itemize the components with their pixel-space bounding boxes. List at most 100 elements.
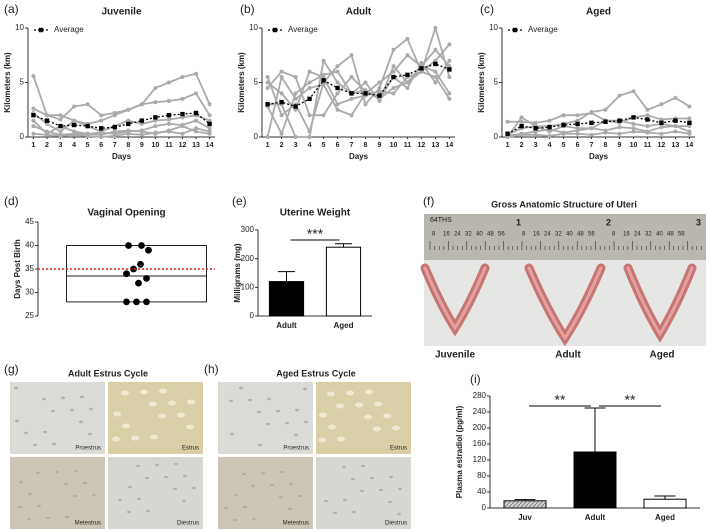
series-line xyxy=(33,92,211,125)
series-line xyxy=(32,112,210,133)
cell xyxy=(113,411,121,417)
cell xyxy=(92,493,96,497)
series-marker xyxy=(58,132,63,137)
y-tick-label: 5 xyxy=(494,78,499,87)
stage-label: Metestrus xyxy=(75,521,101,527)
cell xyxy=(80,395,84,399)
series-line xyxy=(507,130,690,138)
x-tick-label: Juv xyxy=(518,513,532,522)
series-marker xyxy=(153,100,158,105)
series-marker xyxy=(194,91,199,96)
photo-title: Gross Anatomic Structure of Uteri xyxy=(491,199,637,209)
x-tick-label: 14 xyxy=(686,142,694,149)
significance-label: ** xyxy=(625,392,636,408)
series-marker xyxy=(194,126,199,131)
cell xyxy=(64,482,68,486)
cell xyxy=(122,423,130,429)
ruler-inch: 3 xyxy=(696,217,701,227)
cell xyxy=(398,487,402,491)
cell xyxy=(337,436,345,442)
series-marker xyxy=(405,36,410,41)
panel-label: (b) xyxy=(240,2,255,16)
series-marker xyxy=(659,125,664,130)
y-tick-label: 80 xyxy=(477,471,486,480)
x-tick-label: 13 xyxy=(672,142,680,149)
series-marker xyxy=(349,53,354,58)
x-tick-label: 6 xyxy=(336,142,340,149)
series-marker xyxy=(180,96,185,101)
y-tick-label: 0 xyxy=(20,132,25,141)
micrograph xyxy=(10,457,105,529)
stage-label: Proestrus xyxy=(283,446,309,452)
series-line xyxy=(506,90,690,138)
series-marker xyxy=(645,107,650,112)
y-tick-label: 0 xyxy=(254,132,259,141)
cell xyxy=(243,505,247,509)
y-tick-label: 0 xyxy=(494,132,499,141)
x-tick-label: 5 xyxy=(562,142,566,149)
x-tick-label: 4 xyxy=(72,142,76,149)
series-marker xyxy=(194,71,199,76)
legend-label: Average xyxy=(54,25,84,34)
series-marker xyxy=(180,131,185,136)
cell xyxy=(65,515,69,519)
data-point xyxy=(143,298,150,306)
ruler-scale: 48 xyxy=(667,232,674,238)
ruler-scale: 8 xyxy=(612,232,616,238)
chart-title: Uterine Weight xyxy=(280,208,351,219)
significance-label: ** xyxy=(555,392,566,408)
y-tick-label: 10 xyxy=(489,23,498,32)
series-marker xyxy=(505,119,510,124)
cell xyxy=(36,471,40,475)
average-marker xyxy=(575,121,580,127)
cell xyxy=(174,462,178,466)
series-marker xyxy=(153,124,158,129)
series-marker xyxy=(447,42,452,47)
series-marker xyxy=(265,85,270,90)
ruler-scale: 8 xyxy=(432,232,436,238)
series-marker xyxy=(631,129,636,134)
ruler-scale: 16 xyxy=(623,232,630,238)
average-marker xyxy=(617,118,622,123)
series-marker xyxy=(293,75,298,80)
data-point xyxy=(125,242,132,249)
x-axis-label: Days xyxy=(589,152,609,161)
series-marker xyxy=(72,104,77,109)
series-marker xyxy=(293,107,298,112)
series-marker xyxy=(166,117,171,122)
x-tick-label: 3 xyxy=(534,142,538,149)
photo-label: Adult xyxy=(555,350,581,361)
cell xyxy=(18,505,22,509)
cell xyxy=(159,388,167,394)
cell xyxy=(158,413,166,419)
stage-label: Diestrus xyxy=(177,521,199,527)
series-marker xyxy=(194,129,199,134)
average-marker xyxy=(391,74,396,80)
x-tick-label: 1 xyxy=(31,142,35,149)
series-marker xyxy=(307,135,312,139)
average-marker xyxy=(321,78,326,83)
ruler-inch: 1 xyxy=(516,217,521,227)
x-tick-label: Adult xyxy=(585,513,606,522)
cell xyxy=(351,477,355,481)
cell xyxy=(55,470,59,474)
x-tick-label: 11 xyxy=(644,142,652,149)
series-marker xyxy=(659,102,664,107)
series-marker xyxy=(631,126,636,131)
cell xyxy=(294,433,298,437)
series-marker xyxy=(166,80,171,85)
y-tick-label: 200 xyxy=(241,254,255,263)
series-marker xyxy=(293,91,298,96)
y-axis-label: Plasma estradiol (pg/ml) xyxy=(455,405,464,498)
series-marker xyxy=(279,91,284,96)
x-tick-label: 12 xyxy=(658,142,666,149)
cell xyxy=(37,504,41,508)
cell xyxy=(266,422,270,426)
series-marker xyxy=(631,121,636,126)
average-marker xyxy=(405,72,410,78)
cell xyxy=(346,390,354,396)
cell xyxy=(333,511,337,515)
y-tick-label: 300 xyxy=(241,225,255,234)
series-marker xyxy=(139,102,144,107)
micrograph xyxy=(10,382,105,454)
